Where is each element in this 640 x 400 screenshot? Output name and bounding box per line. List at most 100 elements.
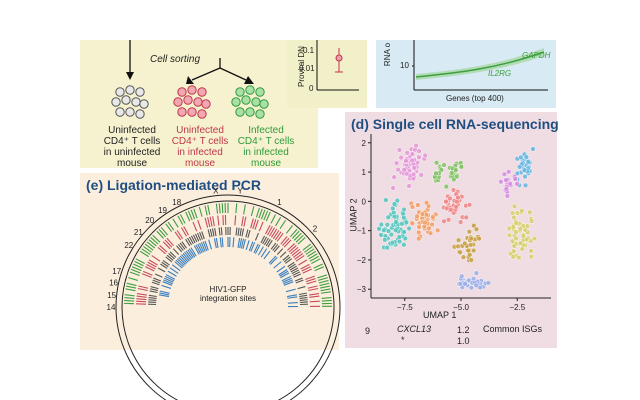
integration-site-mark: [209, 240, 212, 250]
rna-panel: RNA o 10 IL2RG GAPDH Genes (top 400): [376, 40, 556, 108]
gene-label-il2rg: IL2RG: [488, 69, 511, 78]
umap-point: [412, 147, 417, 152]
chromosome-label: 20: [145, 216, 154, 225]
scrna-panel: (d) Single cell RNA-sequencing 2 1 0 −1 −2 −3…: [345, 112, 557, 348]
integration-site-mark: [286, 225, 292, 233]
integration-site-mark: [151, 287, 159, 289]
integration-site-mark: [300, 302, 308, 303]
umap-point: [444, 199, 449, 204]
integration-site-mark: [161, 227, 167, 235]
umap-point: [419, 173, 424, 178]
integration-site-mark: [208, 205, 210, 215]
umap-point: [521, 233, 526, 238]
umap-point: [415, 214, 420, 219]
umap-point: [518, 241, 523, 246]
integration-site-mark: [277, 233, 283, 241]
chromosome-label: Y: [238, 187, 244, 196]
umap-point: [458, 250, 463, 255]
cell-icon: [140, 100, 148, 108]
integration-site-mark: [290, 247, 298, 253]
chromosome-label: 14: [107, 303, 116, 312]
integration-site-mark: [293, 251, 301, 257]
umap-point: [379, 233, 384, 238]
integration-site-mark: [274, 246, 279, 252]
umap-point: [392, 214, 397, 219]
cell-icon: [126, 108, 134, 116]
umap-point: [404, 220, 409, 225]
integration-site-mark: [249, 242, 253, 251]
integration-site-mark: [175, 232, 181, 240]
integration-site-mark: [166, 257, 172, 262]
integration-site-mark: [299, 298, 307, 299]
umap-point: [507, 226, 512, 231]
cell-icon: [256, 88, 264, 96]
cell-sorting-label: Cell sorting: [150, 54, 200, 65]
integration-site-mark: [181, 228, 186, 237]
umap-point: [518, 226, 523, 231]
integration-site-mark: [294, 233, 301, 240]
integration-site-mark: [163, 242, 170, 249]
integration-site-mark: [321, 289, 331, 291]
chromosome-label: X: [213, 187, 219, 196]
integration-site-mark: [319, 280, 329, 283]
umap-point: [514, 236, 519, 241]
rna-ylabel: RNA o: [383, 43, 392, 66]
integration-site-mark: [166, 224, 172, 232]
integration-site-mark: [292, 231, 299, 238]
umap-point: [442, 219, 447, 224]
center-line: HIV1-GFP: [188, 285, 268, 294]
umap-point: [467, 229, 472, 234]
integration-site-mark: [251, 242, 255, 251]
umap-point: [412, 165, 417, 170]
cell-icon: [256, 110, 264, 118]
umap-point: [401, 215, 406, 220]
integration-site-mark: [269, 228, 274, 237]
umap-point: [410, 221, 415, 226]
cell-icon: [174, 98, 182, 106]
umap-y-tick-label: 0: [362, 197, 367, 206]
umap-point: [420, 212, 425, 217]
umap-point: [434, 171, 439, 176]
integration-site-mark: [219, 203, 220, 213]
umap-point: [513, 176, 518, 181]
integration-site-mark: [298, 237, 305, 244]
umap-point: [529, 219, 534, 224]
integration-site-mark: [214, 238, 216, 248]
integration-site-mark: [138, 286, 148, 288]
integration-site-mark: [208, 230, 210, 238]
cell-icon: [188, 108, 196, 116]
integration-site-mark: [137, 294, 147, 295]
integration-site-mark: [220, 237, 221, 247]
provirus-tick: 0: [309, 84, 313, 93]
chromosome-label: 19: [158, 206, 167, 215]
integration-site-mark: [165, 240, 172, 247]
umap-point: [453, 168, 458, 173]
integration-site-mark: [235, 215, 236, 225]
umap-point: [397, 239, 402, 244]
integration-site-mark: [273, 230, 279, 238]
umap-x-tick-label: −2.5: [509, 303, 525, 312]
provirus-tick: 0.1: [303, 46, 314, 55]
integration-site-mark: [284, 240, 291, 247]
integration-site-mark: [296, 256, 304, 262]
integration-site-mark: [240, 228, 241, 236]
integration-site-mark: [205, 218, 207, 228]
integration-site-mark: [310, 301, 320, 302]
integration-site-mark: [213, 216, 215, 226]
umap-point: [518, 155, 523, 160]
integration-site-mark: [199, 207, 202, 217]
cell-icon: [232, 98, 240, 106]
integration-site-mark: [168, 222, 174, 230]
umap-point: [394, 161, 399, 166]
umap-y-tick-label: 1: [362, 168, 367, 177]
integration-site-mark: [289, 245, 296, 252]
cell-icon: [178, 108, 186, 116]
integration-site-mark: [259, 222, 263, 231]
umap-point: [467, 202, 472, 207]
integration-site-mark: [145, 244, 153, 250]
umap-point: [392, 175, 397, 180]
umap-point: [468, 242, 473, 247]
umap-point: [461, 255, 466, 260]
umap-point: [466, 248, 471, 253]
umap-point: [524, 155, 529, 160]
